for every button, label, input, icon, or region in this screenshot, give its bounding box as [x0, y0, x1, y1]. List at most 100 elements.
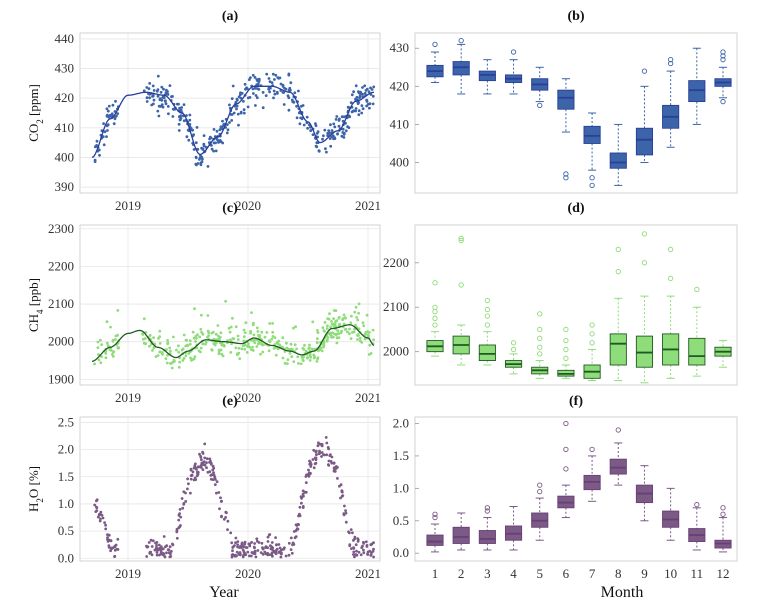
box-11	[688, 286, 706, 377]
data-point	[305, 115, 309, 119]
data-point	[150, 545, 154, 548]
data-point	[325, 150, 328, 154]
outlier	[615, 246, 621, 253]
plot-area	[79, 416, 381, 562]
data-point	[353, 310, 357, 314]
outlier	[720, 49, 726, 55]
data-point	[217, 352, 221, 356]
x-tick-label: 2019	[115, 566, 141, 581]
outlier	[510, 346, 517, 353]
data-point	[327, 129, 331, 133]
data-point	[199, 455, 203, 459]
data-point	[273, 92, 277, 96]
data-point	[274, 536, 277, 539]
box-10	[662, 487, 680, 541]
data-point	[327, 463, 330, 466]
data-point	[363, 84, 367, 88]
x-tick-label: 2021	[355, 198, 381, 213]
panel-label: (f)	[569, 394, 583, 409]
data-point	[172, 358, 176, 362]
data-point	[229, 531, 233, 535]
outlier	[537, 344, 543, 350]
data-point	[158, 97, 162, 101]
outlier	[484, 505, 491, 511]
data-point	[182, 502, 186, 505]
data-point	[340, 494, 344, 498]
data-point	[330, 322, 334, 326]
data-point	[255, 96, 259, 100]
outlier	[667, 60, 674, 67]
data-point	[259, 352, 262, 356]
data-point	[303, 343, 306, 347]
data-point	[329, 453, 332, 456]
data-point	[354, 543, 358, 547]
data-point	[354, 107, 358, 110]
y-tick-label: 430	[390, 40, 410, 55]
data-point	[111, 103, 115, 107]
data-point	[158, 553, 161, 557]
data-point	[157, 548, 161, 551]
data-point	[359, 553, 363, 557]
data-point	[154, 548, 158, 551]
data-point	[362, 324, 366, 328]
data-point	[162, 535, 166, 538]
data-point	[258, 334, 262, 337]
box-5	[531, 482, 549, 541]
data-point	[273, 336, 277, 339]
data-point	[172, 335, 175, 339]
data-point	[251, 345, 255, 349]
x-tick-label: 10	[664, 566, 677, 581]
box-12	[714, 49, 732, 105]
data-point	[147, 541, 151, 544]
data-point	[318, 348, 322, 352]
box-6	[557, 420, 575, 519]
data-point	[315, 141, 319, 145]
outlier	[458, 237, 464, 244]
x-tick-label: 2021	[355, 566, 381, 581]
outlier	[484, 322, 491, 328]
outlier	[563, 466, 569, 472]
data-point	[187, 482, 190, 486]
y-tick-label: 1.5	[58, 469, 74, 484]
data-point	[268, 533, 272, 536]
data-point	[151, 349, 154, 352]
data-point	[242, 553, 245, 557]
box-7	[583, 112, 601, 189]
data-point	[201, 468, 205, 471]
data-point	[148, 344, 151, 348]
data-point	[362, 542, 366, 545]
data-point	[220, 343, 224, 347]
data-point	[361, 321, 365, 325]
data-point	[212, 149, 216, 153]
data-point	[268, 80, 272, 83]
data-point	[188, 118, 192, 122]
data-point	[240, 347, 244, 351]
data-point	[261, 546, 264, 550]
data-point	[159, 90, 163, 94]
outlier	[589, 331, 595, 337]
data-point	[246, 105, 250, 109]
data-point	[116, 537, 120, 541]
data-point	[250, 311, 253, 314]
data-point	[336, 465, 339, 469]
data-point	[308, 359, 312, 362]
data-point	[336, 477, 339, 480]
data-point	[214, 341, 217, 345]
data-point	[346, 330, 349, 334]
box-3	[478, 505, 496, 551]
data-point	[307, 468, 310, 472]
box-iqr	[452, 526, 470, 544]
data-point	[256, 330, 260, 333]
outlier	[589, 340, 595, 346]
outlier	[694, 501, 700, 508]
data-point	[168, 349, 172, 353]
data-point	[106, 536, 109, 539]
data-point	[216, 324, 220, 327]
data-point	[313, 355, 316, 358]
data-point	[281, 345, 284, 349]
data-point	[348, 543, 352, 547]
data-point	[114, 99, 117, 103]
y-axis-label: CO2 [ppm]	[26, 84, 45, 142]
box-iqr	[478, 70, 496, 82]
data-point	[111, 546, 115, 549]
